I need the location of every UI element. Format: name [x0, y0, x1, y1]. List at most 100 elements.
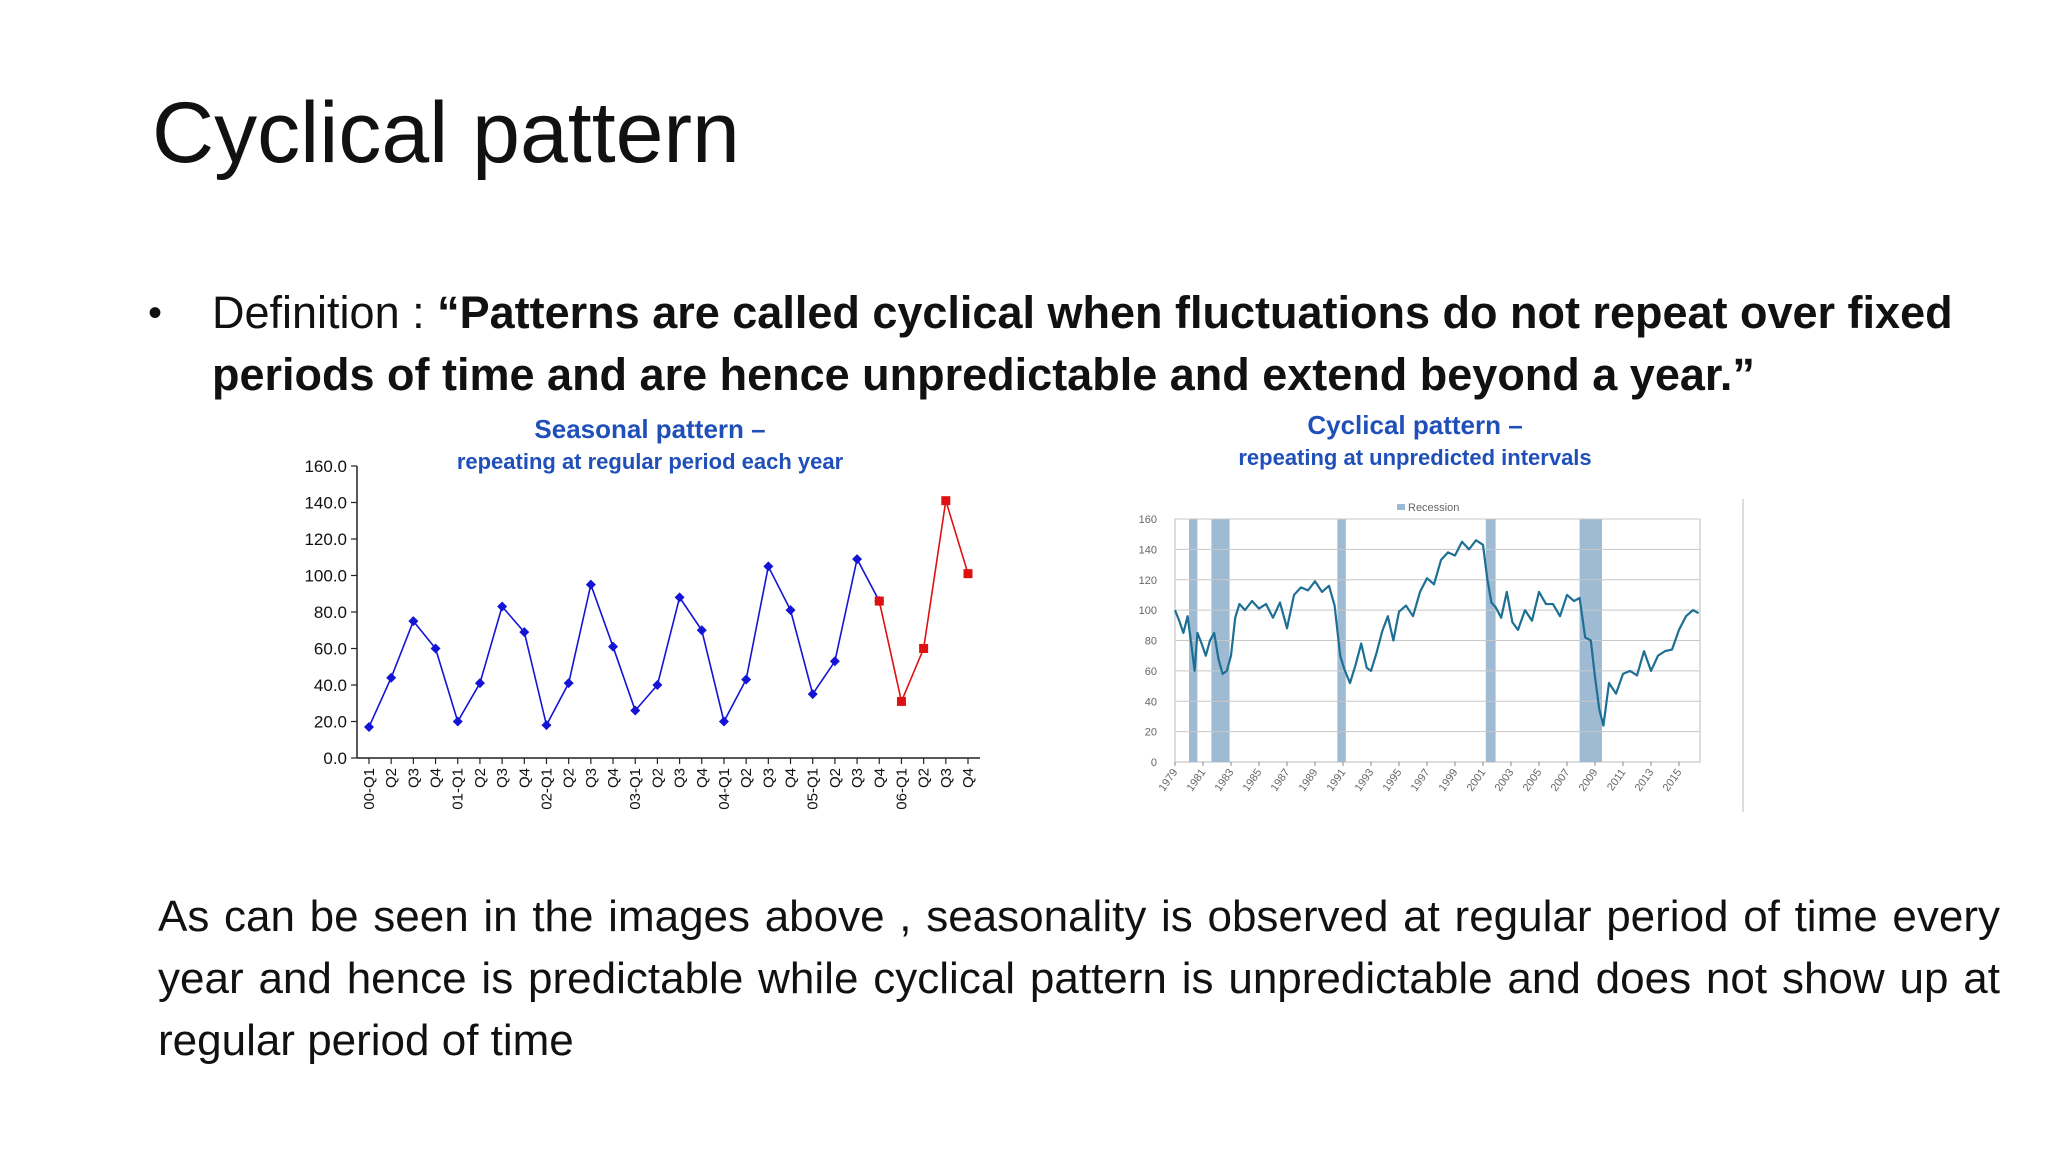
cyclical-y-tick-label: 80	[1145, 636, 1157, 648]
seasonal-x-tick-label: Q2	[561, 768, 578, 788]
seasonal-data-point	[452, 716, 463, 727]
cyclical-x-tick-label: 2005	[1521, 767, 1545, 794]
seasonal-data-point	[408, 616, 419, 627]
cyclical-y-tick-label: 0	[1151, 757, 1157, 769]
cyclical-x-tick-label: 2007	[1549, 767, 1573, 794]
cyclical-x-tick-label: 1997	[1409, 767, 1433, 794]
recession-legend-label: Recession	[1408, 502, 1459, 514]
seasonal-y-tick-label: 140.0	[304, 494, 347, 513]
seasonal-x-tick-label: 02-Q1	[538, 768, 555, 810]
seasonal-data-point	[874, 596, 884, 606]
seasonal-data-point	[364, 721, 374, 732]
recession-legend-swatch	[1397, 504, 1405, 510]
cyclical-x-tick-label: 1995	[1381, 767, 1405, 794]
seasonal-x-tick-label: Q3	[760, 768, 777, 788]
seasonal-x-tick-label: Q4	[428, 768, 445, 788]
cyclical-y-tick-label: 60	[1145, 666, 1157, 678]
seasonal-x-tick-label: 01-Q1	[450, 768, 467, 810]
seasonal-x-tick-label: Q4	[605, 768, 622, 788]
seasonal-data-point	[608, 641, 619, 652]
seasonal-x-tick-label: Q4	[516, 768, 533, 788]
seasonal-y-tick-label: 80.0	[314, 603, 347, 622]
seasonal-x-tick-label: Q2	[649, 768, 666, 788]
seasonal-data-point	[497, 601, 508, 612]
cyclical-x-tick-label: 1991	[1325, 767, 1349, 794]
cyclical-y-tick-label: 20	[1145, 727, 1157, 739]
cyclical-x-tick-label: 2011	[1605, 767, 1628, 793]
cyclical-x-tick-label: 1989	[1297, 767, 1321, 794]
seasonal-data-point	[630, 705, 641, 716]
cyclical-y-tick-label: 40	[1145, 696, 1157, 708]
seasonal-data-point	[829, 656, 840, 667]
cyclical-caption-title: Cyclical pattern –	[1307, 410, 1523, 440]
seasonal-data-point	[696, 625, 707, 636]
seasonal-x-tick-label: 00-Q1	[361, 768, 378, 810]
seasonal-data-point	[519, 627, 530, 638]
cyclical-x-tick-label: 1987	[1269, 767, 1293, 794]
seasonal-y-tick-label: 40.0	[314, 676, 347, 695]
seasonal-data-point	[674, 592, 685, 603]
cyclical-y-tick-label: 120	[1139, 575, 1157, 587]
seasonal-x-tick-label: Q4	[783, 768, 800, 788]
cyclical-x-tick-label: 2009	[1577, 767, 1601, 794]
definition-text: Definition : “Patterns are called cyclic…	[212, 282, 2008, 406]
conclusion-text: As can be seen in the images above , sea…	[158, 892, 2000, 1065]
cyclical-y-tick-label: 160	[1139, 514, 1157, 526]
seasonal-data-point	[474, 678, 485, 689]
seasonal-x-tick-label: 06-Q1	[893, 768, 910, 810]
cyclical-x-tick-label: 1999	[1437, 767, 1461, 794]
cyclical-x-tick-label: 2015	[1661, 767, 1685, 794]
seasonal-x-tick-label: Q4	[694, 768, 711, 788]
slide-title: Cyclical pattern	[152, 85, 740, 181]
seasonal-y-tick-label: 120.0	[304, 530, 347, 549]
cyclical-x-tick-label: 1985	[1241, 767, 1265, 794]
seasonal-data-point	[718, 716, 729, 727]
cyclical-caption-subtitle: repeating at unpredicted intervals	[1238, 445, 1592, 470]
cyclical-x-tick-label: 2013	[1633, 767, 1657, 794]
cyclical-x-tick-label: 2003	[1493, 767, 1517, 794]
seasonal-caption-title: Seasonal pattern –	[534, 414, 766, 444]
seasonal-x-tick-label: 04-Q1	[716, 768, 733, 810]
seasonal-x-tick-label: 03-Q1	[627, 768, 644, 810]
seasonal-y-tick-label: 100.0	[304, 567, 347, 586]
cyclical-x-tick-label: 1981	[1185, 767, 1209, 794]
seasonal-x-tick-label: Q2	[738, 768, 755, 788]
seasonal-data-point	[963, 569, 973, 579]
seasonal-x-tick-label: Q3	[405, 768, 422, 788]
cyclical-series-line	[1173, 539, 1700, 727]
seasonal-y-tick-label: 20.0	[314, 713, 347, 732]
seasonal-x-tick-label: 05-Q1	[805, 768, 822, 810]
seasonal-line-chart: 0.0 20.0 40.0 60.0 80.0 100.0 120.0 140.0 160.0 0…	[304, 457, 980, 810]
seasonal-x-tick-label: Q2	[383, 768, 400, 788]
seasonal-data-point	[919, 644, 929, 653]
seasonal-x-tick-label: Q4	[960, 768, 977, 788]
seasonal-y-tick-label: 0.0	[323, 749, 347, 768]
seasonal-x-tick-label: Q2	[472, 768, 489, 788]
seasonal-x-tick-label: Q3	[672, 768, 689, 788]
seasonal-series-0-line	[368, 556, 880, 728]
definition-quote: “Patterns are called cyclical when fluct…	[212, 287, 1953, 400]
seasonal-chart-caption: Seasonal pattern – repeating at regular …	[445, 412, 855, 478]
seasonal-x-tick-label: Q3	[583, 768, 600, 788]
seasonal-x-tick-label: Q2	[827, 768, 844, 788]
seasonal-data-point	[785, 605, 796, 616]
seasonal-data-point	[541, 720, 552, 731]
seasonal-data-point	[386, 672, 397, 683]
seasonal-data-point	[741, 674, 752, 685]
seasonal-data-point	[896, 696, 906, 706]
seasonal-caption-subtitle: repeating at regular period each year	[456, 449, 844, 474]
seasonal-data-point	[652, 680, 663, 690]
definition-bullet: • Definition : “Patterns are called cycl…	[148, 282, 2008, 406]
seasonal-x-tick-label: Q2	[916, 768, 933, 788]
definition-label: Definition :	[212, 287, 438, 338]
cyclical-x-tick-label: 2001	[1465, 767, 1489, 794]
seasonal-data-point	[763, 561, 774, 572]
seasonal-x-tick-label: Q3	[849, 768, 866, 788]
seasonal-data-point	[563, 678, 574, 689]
cyclical-x-tick-label: 1979	[1157, 767, 1181, 794]
cyclical-y-tick-label: 100	[1139, 605, 1157, 617]
seasonal-x-tick-label: Q3	[494, 768, 511, 788]
cyclical-x-tick-label: 1993	[1353, 767, 1377, 794]
